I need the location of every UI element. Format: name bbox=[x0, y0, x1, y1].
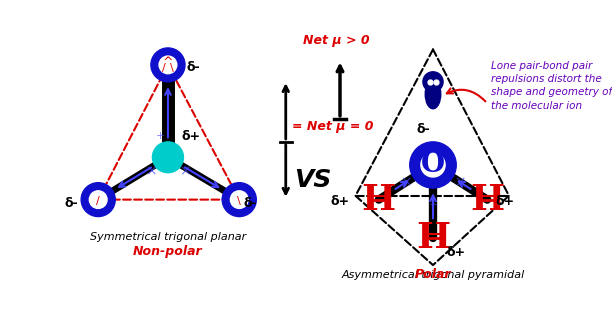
Text: \: \ bbox=[237, 196, 241, 206]
Text: ×: × bbox=[145, 164, 157, 178]
Circle shape bbox=[159, 56, 177, 74]
Circle shape bbox=[222, 183, 256, 216]
Text: Symmetrical trigonal planar: Symmetrical trigonal planar bbox=[90, 232, 246, 241]
Text: Polar: Polar bbox=[415, 268, 451, 281]
Circle shape bbox=[81, 183, 115, 216]
Text: H: H bbox=[362, 183, 396, 217]
Text: ×: × bbox=[179, 164, 191, 178]
Text: +: + bbox=[428, 200, 438, 210]
Text: Asymmetrical trigonal pyramidal: Asymmetrical trigonal pyramidal bbox=[341, 270, 524, 281]
Text: VS: VS bbox=[294, 168, 332, 192]
Circle shape bbox=[151, 48, 185, 82]
Text: ^: ^ bbox=[163, 56, 173, 69]
Text: ×: × bbox=[400, 175, 412, 189]
Text: \: \ bbox=[170, 63, 174, 73]
Text: H: H bbox=[416, 221, 450, 255]
Text: δ-: δ- bbox=[417, 123, 430, 136]
Text: δ+: δ+ bbox=[447, 246, 466, 259]
Text: ×: × bbox=[454, 175, 466, 189]
Text: C: C bbox=[156, 142, 180, 173]
Circle shape bbox=[230, 191, 248, 209]
Text: δ+: δ+ bbox=[495, 195, 514, 208]
Circle shape bbox=[423, 72, 443, 92]
Text: Non-polar: Non-polar bbox=[133, 246, 203, 258]
Text: +: + bbox=[155, 131, 165, 141]
Text: H: H bbox=[470, 183, 504, 217]
Text: δ-: δ- bbox=[64, 197, 78, 210]
Text: Net μ > 0: Net μ > 0 bbox=[303, 34, 370, 47]
Text: = Net μ = 0: = Net μ = 0 bbox=[292, 120, 373, 133]
Text: δ+: δ+ bbox=[330, 195, 349, 208]
Ellipse shape bbox=[425, 80, 441, 109]
Circle shape bbox=[89, 191, 107, 209]
Text: δ-: δ- bbox=[187, 61, 200, 74]
Text: δ+: δ+ bbox=[182, 131, 201, 143]
Circle shape bbox=[152, 142, 184, 173]
Text: O: O bbox=[421, 151, 445, 179]
Text: /: / bbox=[96, 196, 100, 206]
Circle shape bbox=[421, 153, 445, 177]
Text: Lone pair-bond pair
repulsions distort the
shape and geometry of
the molecular i: Lone pair-bond pair repulsions distort t… bbox=[491, 61, 612, 111]
Text: δ-: δ- bbox=[243, 197, 257, 210]
Text: /: / bbox=[162, 63, 166, 73]
Circle shape bbox=[410, 142, 457, 188]
